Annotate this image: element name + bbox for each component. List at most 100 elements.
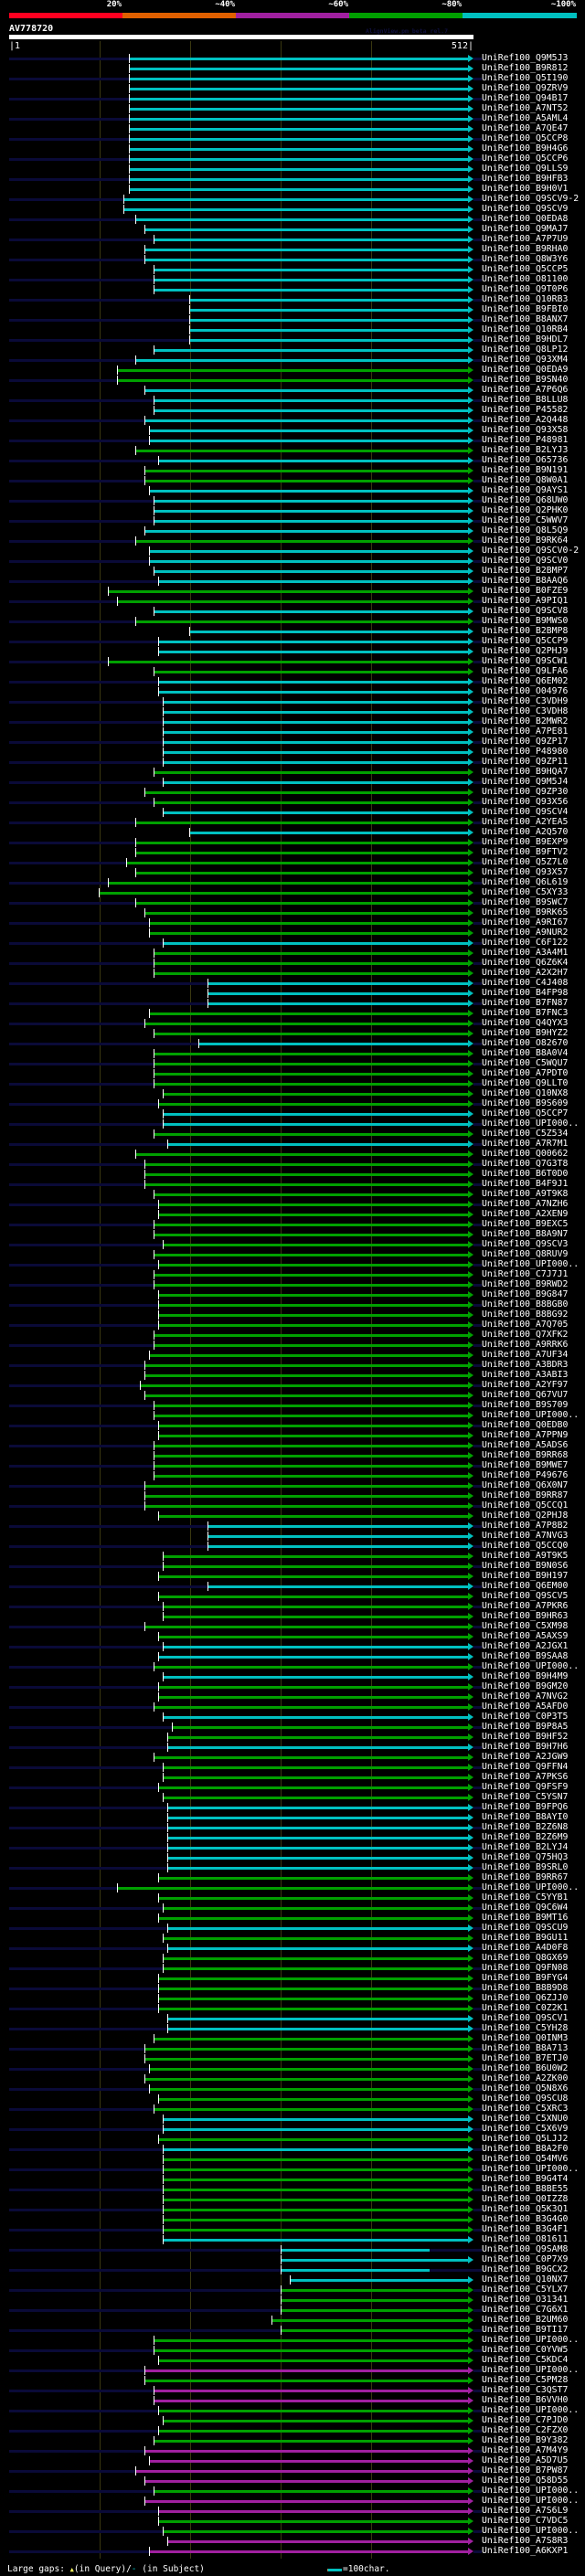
alignment-row[interactable]: UniRef100_Q6X0N7 (0, 1480, 585, 1491)
alignment-bar[interactable] (134, 620, 468, 623)
alignment-row[interactable]: UniRef100_B7FNC3 (0, 1008, 585, 1019)
alignment-row[interactable]: UniRef100_Q8LP12 (0, 345, 585, 355)
subject-id-link[interactable]: UniRef100_B9G4T4 (482, 2174, 569, 2184)
subject-id-link[interactable]: UniRef100_Q8GX69 (482, 1953, 569, 1963)
alignment-bar[interactable] (157, 2510, 468, 2513)
alignment-bar[interactable] (157, 1103, 468, 1106)
subject-id-link[interactable]: UniRef100_Q8L5Q9 (482, 525, 569, 535)
subject-id-link[interactable]: UniRef100_Q9FFN4 (482, 1762, 569, 1772)
alignment-row[interactable]: UniRef100_A5AFD0 (0, 1701, 585, 1712)
alignment-row[interactable]: UniRef100_A7NT52 (0, 103, 585, 114)
alignment-row[interactable]: UniRef100_UPI000.. (0, 2486, 585, 2496)
alignment-row[interactable]: UniRef100_B2BMP8 (0, 626, 585, 637)
subject-id-link[interactable]: UniRef100_B9HQA7 (482, 767, 569, 777)
alignment-row[interactable]: UniRef100_B8BG92 (0, 1309, 585, 1320)
alignment-row[interactable]: UniRef100_Q5K3Q1 (0, 2204, 585, 2215)
alignment-bar[interactable] (153, 1455, 468, 1458)
alignment-bar[interactable] (189, 299, 468, 302)
alignment-row[interactable]: UniRef100_Q4QYX3 (0, 1018, 585, 1029)
subject-id-link[interactable]: UniRef100_B9H4M9 (482, 1671, 569, 1681)
alignment-row[interactable]: UniRef100_B8ANX7 (0, 314, 585, 325)
subject-id-link[interactable]: UniRef100_B7ETJ0 (482, 2053, 569, 2063)
alignment-row[interactable]: UniRef100_Q9SCU8 (0, 2094, 585, 2104)
alignment-row[interactable]: UniRef100_Q6Z6K4 (0, 958, 585, 969)
alignment-bar[interactable] (166, 1927, 468, 1930)
subject-id-link[interactable]: UniRef100_Q9SCV0 (482, 556, 569, 566)
alignment-bar[interactable] (157, 460, 468, 462)
alignment-row[interactable]: UniRef100_P49676 (0, 1470, 585, 1481)
alignment-row[interactable]: UniRef100_C3VDH8 (0, 706, 585, 717)
alignment-row[interactable]: UniRef100_A3ABI3 (0, 1370, 585, 1381)
alignment-row[interactable]: UniRef100_O82670 (0, 1038, 585, 1049)
alignment-bar[interactable] (162, 741, 468, 744)
subject-id-link[interactable]: UniRef100_Q75HQ3 (482, 1852, 569, 1862)
alignment-row[interactable]: UniRef100_B8LLU8 (0, 395, 585, 406)
alignment-row[interactable]: UniRef100_P48981 (0, 435, 585, 446)
subject-id-link[interactable]: UniRef100_Q5CCQ1 (482, 1500, 569, 1511)
alignment-bar[interactable] (134, 852, 468, 854)
alignment-bar[interactable] (162, 1616, 468, 1618)
alignment-bar[interactable] (162, 1676, 468, 1679)
subject-id-link[interactable]: UniRef100_C7G6X1 (482, 2305, 569, 2315)
alignment-bar[interactable] (144, 2058, 468, 2061)
subject-id-link[interactable]: UniRef100_Q9FN08 (482, 1963, 569, 1973)
alignment-row[interactable]: UniRef100_B9P8A5 (0, 1722, 585, 1733)
alignment-bar[interactable] (153, 1083, 468, 1086)
alignment-bar[interactable] (128, 178, 468, 181)
subject-id-link[interactable]: UniRef100_B9RK64 (482, 535, 569, 546)
alignment-bar[interactable] (157, 1324, 468, 1327)
subject-id-link[interactable]: UniRef100_Q6Z6K4 (482, 958, 569, 968)
subject-id-link[interactable]: UniRef100_B9MT16 (482, 1913, 569, 1923)
subject-id-link[interactable]: UniRef100_Q9MAJ7 (482, 224, 569, 234)
subject-id-link[interactable]: UniRef100_Q9LLS9 (482, 164, 569, 174)
alignment-row[interactable]: UniRef100_Q9ZP30 (0, 787, 585, 798)
alignment-bar[interactable] (166, 1857, 468, 1860)
alignment-bar[interactable] (289, 2279, 468, 2282)
alignment-bar[interactable] (134, 540, 468, 543)
alignment-bar[interactable] (148, 490, 468, 493)
alignment-bar[interactable] (144, 1485, 468, 1488)
subject-id-link[interactable]: UniRef100_C5XM98 (482, 1621, 569, 1631)
alignment-bar[interactable] (148, 560, 468, 563)
alignment-row[interactable]: UniRef100_P45582 (0, 405, 585, 416)
alignment-row[interactable]: UniRef100_B8A2F0 (0, 2144, 585, 2155)
alignment-row[interactable]: UniRef100_C3QST7 (0, 2385, 585, 2396)
alignment-bar[interactable] (153, 1445, 468, 1447)
alignment-row[interactable]: UniRef100_A5AXS9 (0, 1631, 585, 1642)
alignment-row[interactable]: UniRef100_Q0EDB0 (0, 1420, 585, 1431)
alignment-row[interactable]: UniRef100_C0P7X9 (0, 2254, 585, 2265)
subject-id-link[interactable]: UniRef100_A2YEA5 (482, 817, 569, 827)
alignment-bar[interactable] (280, 2259, 468, 2262)
subject-id-link[interactable]: UniRef100_B9FBI0 (482, 304, 569, 314)
subject-id-link[interactable]: UniRef100_A2JGX1 (482, 1641, 569, 1651)
subject-id-link[interactable]: UniRef100_Q5CCP7 (482, 1108, 569, 1118)
alignment-bar[interactable] (157, 1264, 468, 1267)
alignment-bar[interactable] (157, 2359, 468, 2362)
alignment-bar[interactable] (280, 2269, 430, 2272)
subject-id-link[interactable]: UniRef100_C5YYB1 (482, 1892, 569, 1903)
subject-id-link[interactable]: UniRef100_Q5CCP5 (482, 264, 569, 274)
subject-id-link[interactable]: UniRef100_A9RI67 (482, 917, 569, 928)
subject-id-link[interactable]: UniRef100_A2XEN9 (482, 1209, 569, 1219)
alignment-row[interactable]: UniRef100_B8BE55 (0, 2184, 585, 2195)
alignment-row[interactable]: UniRef100_O81611 (0, 2234, 585, 2245)
alignment-row[interactable]: UniRef100_C5WWV7 (0, 515, 585, 526)
alignment-bar[interactable] (153, 2108, 468, 2111)
subject-id-link[interactable]: UniRef100_P48981 (482, 435, 569, 445)
subject-id-link[interactable]: UniRef100_B9N191 (482, 465, 569, 475)
alignment-row[interactable]: UniRef100_Q5CCP5 (0, 264, 585, 275)
alignment-row[interactable]: UniRef100_C0YVW5 (0, 2345, 585, 2356)
subject-id-link[interactable]: UniRef100_C5YSN7 (482, 1792, 569, 1802)
subject-id-link[interactable]: UniRef100_B9SRL0 (482, 1862, 569, 1872)
subject-id-link[interactable]: UniRef100_P45582 (482, 405, 569, 415)
alignment-row[interactable]: UniRef100_B2Z6N8 (0, 1822, 585, 1833)
alignment-row[interactable]: UniRef100_B9RK64 (0, 535, 585, 546)
subject-id-link[interactable]: UniRef100_Q5CCP6 (482, 154, 569, 164)
alignment-row[interactable]: UniRef100_Q94B17 (0, 93, 585, 104)
alignment-row[interactable]: UniRef100_A2XEN9 (0, 1209, 585, 1220)
alignment-row[interactable]: UniRef100_A7R7M1 (0, 1139, 585, 1150)
alignment-row[interactable]: UniRef100_A7PPN9 (0, 1430, 585, 1441)
alignment-bar[interactable] (157, 580, 468, 583)
alignment-bar[interactable] (144, 470, 468, 472)
subject-id-link[interactable]: UniRef100_B9FTV2 (482, 847, 569, 857)
